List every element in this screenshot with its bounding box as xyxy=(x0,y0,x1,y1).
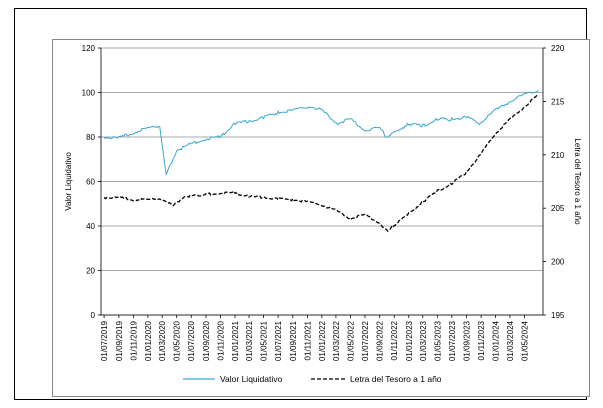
right-axis-title: Letra del Tesoro a 1 año xyxy=(573,138,582,225)
x-tick-label: 01/11/2020 xyxy=(216,320,225,360)
x-tick-label: 01/01/2020 xyxy=(144,320,153,361)
x-tick-label: 01/09/2022 xyxy=(376,320,385,361)
x-tick-label: 01/05/2021 xyxy=(260,320,269,361)
outer-frame: 0 20 40 60 80 100 120 195 200 205 210 215 220 01/07/2… xyxy=(14,8,590,400)
x-tick-label: 01/07/2019 xyxy=(100,320,109,361)
line-chart: 0 20 40 60 80 100 120 195 200 205 210 215 220 01/07/2… xyxy=(64,44,582,384)
right-tick-label: 210 xyxy=(551,151,565,160)
series-line-valor-liquidativo xyxy=(103,89,539,177)
x-tick-label: 01/11/2021 xyxy=(303,320,312,360)
left-tick-label: 20 xyxy=(86,267,95,276)
right-tick-label: 215 xyxy=(551,97,565,106)
x-tick-label: 01/07/2022 xyxy=(361,320,370,361)
chart-frame: 0 20 40 60 80 100 120 195 200 205 210 215 220 01/07/2… xyxy=(52,39,590,397)
x-tick-label: 01/11/2023 xyxy=(477,320,486,360)
x-tick-label: 01/11/2019 xyxy=(129,320,138,360)
x-tick-label: 01/03/2020 xyxy=(158,320,167,361)
x-tick-label: 01/01/2023 xyxy=(405,320,414,361)
x-tick-label: 01/05/2020 xyxy=(173,320,182,361)
right-tick-label: 220 xyxy=(551,44,565,53)
x-tick-label: 01/07/2021 xyxy=(274,320,283,361)
x-tick-label: 01/03/2023 xyxy=(419,320,428,361)
legend-label-valor-liquidativo: Valor Liquidativo xyxy=(220,374,282,384)
x-tick-label: 01/05/2022 xyxy=(346,320,355,361)
x-tick-label: 01/07/2023 xyxy=(448,320,457,361)
left-axis-title: Valor Liquidativo xyxy=(64,152,73,211)
x-tick-label: 01/03/2022 xyxy=(332,320,341,361)
x-tick-label: 01/05/2024 xyxy=(520,320,529,361)
x-tick-label: 01/03/2024 xyxy=(506,320,515,361)
x-tick-label: 01/01/2022 xyxy=(318,320,327,361)
x-tick-label: 01/01/2024 xyxy=(492,320,501,361)
left-tick-label: 40 xyxy=(86,222,95,231)
x-tick-label: 01/09/2020 xyxy=(202,320,211,361)
left-tick-label: 0 xyxy=(91,311,96,320)
legend-label-letra-del-tesoro: Letra del Tesoro a 1 año xyxy=(350,374,442,384)
x-tick-label: 01/07/2020 xyxy=(187,320,196,361)
left-tick-label: 80 xyxy=(86,133,95,142)
left-tick-label: 60 xyxy=(86,178,95,187)
right-tick-label: 200 xyxy=(551,258,565,267)
x-tick-label: 01/11/2022 xyxy=(390,320,399,360)
x-tick-label: 01/09/2021 xyxy=(289,320,298,361)
x-tick-label: 01/09/2019 xyxy=(115,320,124,361)
series-line-letra-del-tesoro xyxy=(103,94,539,232)
x-tick-label: 01/03/2021 xyxy=(245,320,254,361)
x-tick-label: 01/09/2023 xyxy=(463,320,472,361)
x-tick-label: 01/05/2023 xyxy=(433,320,442,361)
x-tick-label: 01/01/2021 xyxy=(231,320,240,361)
left-tick-label: 100 xyxy=(82,89,96,98)
left-tick-label: 120 xyxy=(82,44,96,53)
right-tick-label: 205 xyxy=(551,204,565,213)
right-tick-label: 195 xyxy=(551,311,565,320)
